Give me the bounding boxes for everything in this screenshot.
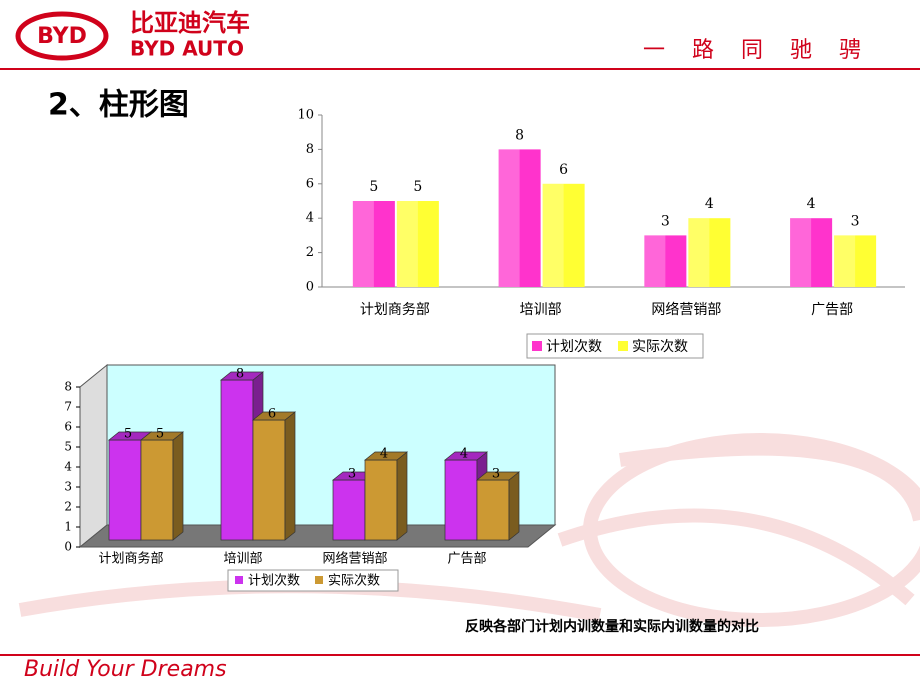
y-tick-label: 4 [64,460,72,474]
bar-side [172,431,184,541]
bar-shine [498,149,520,287]
y-tick-label: 3 [64,480,72,494]
bar-front [108,439,142,541]
y-tick-label: 10 [297,108,314,123]
bar [396,201,439,287]
data-label: 3 [661,213,670,229]
legend-box [526,333,704,359]
bar-top [220,371,264,381]
data-label: 4 [807,196,816,212]
y-tick-label: 2 [306,245,314,260]
y-tick-label: 1 [64,520,72,534]
data-label: 4 [460,447,468,462]
bar-shine [644,235,666,287]
legend-box [227,569,399,592]
bar-shine [352,201,374,287]
legend-label: 计划次数 [248,573,300,589]
bar-top [444,451,488,461]
y-tick-label: 2 [64,500,72,514]
bar-top [364,451,408,461]
bar-shine [834,235,856,287]
x-tick-label: 网络营销部 [322,551,387,567]
bar-top [476,471,520,481]
brand-cn: 比亚迪汽车 [130,9,250,37]
legend-swatch [618,341,628,351]
data-label: 6 [559,162,568,178]
bar-side [396,451,408,541]
data-label: 4 [380,447,388,462]
y-tick-label: 8 [306,142,314,157]
x-tick-label: 培训部 [223,551,262,567]
data-label: 8 [236,367,244,382]
logo-oval [15,11,109,61]
y-tick-label: 5 [64,440,72,454]
side-wall [79,363,108,549]
data-label: 5 [156,427,164,442]
data-label: 5 [413,179,422,195]
bar [498,149,541,287]
x-tick-label: 网络营销部 [651,302,721,318]
legend-label: 实际次数 [632,339,688,355]
bar-front [252,419,286,541]
bar-front [140,439,174,541]
x-tick-label: 计划商务部 [360,302,430,318]
x-tick-label: 广告部 [447,552,486,567]
data-label: 4 [705,196,714,212]
data-label: 3 [492,467,500,482]
y-tick-label: 0 [64,540,72,554]
data-label: 3 [851,213,860,229]
bar-shine [688,218,710,287]
bar [834,235,877,287]
brand-en: BYD AUTO [130,37,244,61]
data-label: 8 [515,127,524,143]
bar-shine [790,218,812,287]
bar-shine [542,183,564,287]
bar-front [220,379,254,541]
bar-side [508,471,520,541]
x-tick-label: 计划商务部 [98,551,163,567]
bar [644,235,687,287]
bar [790,218,833,287]
slide-title: 2、柱形图 [48,88,189,123]
y-tick-label: 4 [306,211,314,226]
legend-label: 计划次数 [546,339,602,355]
bar-front [364,459,398,541]
bar-side [284,411,296,541]
data-label: 6 [268,407,276,422]
legend-swatch [315,576,323,584]
slogan: 一路同驰骋 [643,38,888,63]
bar-front [444,459,478,541]
legend-label: 实际次数 [328,573,380,589]
bar [688,218,731,287]
bar-top [140,431,184,441]
y-tick-label: 6 [64,420,72,434]
data-label: 3 [348,467,356,482]
bar-front [476,479,510,541]
caption: 反映各部门计划内训数量和实际内训数量的对比 [465,618,759,635]
legend-swatch [235,576,243,584]
data-label: 5 [124,427,132,442]
x-tick-label: 培训部 [520,302,562,318]
bar [542,183,585,287]
footer: Build Your Dreams [24,657,227,682]
data-label: 5 [369,179,378,195]
y-tick-label: 7 [64,400,72,414]
bar [352,201,395,287]
legend-swatch [532,341,542,351]
bar-top [252,411,296,421]
logo: BYD [37,24,87,49]
bar-front [332,479,366,541]
y-tick-label: 8 [64,380,72,394]
floor [78,524,557,548]
y-tick-label: 6 [306,176,314,191]
y-tick-label: 0 [306,280,314,295]
x-tick-label: 广告部 [811,302,853,318]
bar-shine [396,201,418,287]
